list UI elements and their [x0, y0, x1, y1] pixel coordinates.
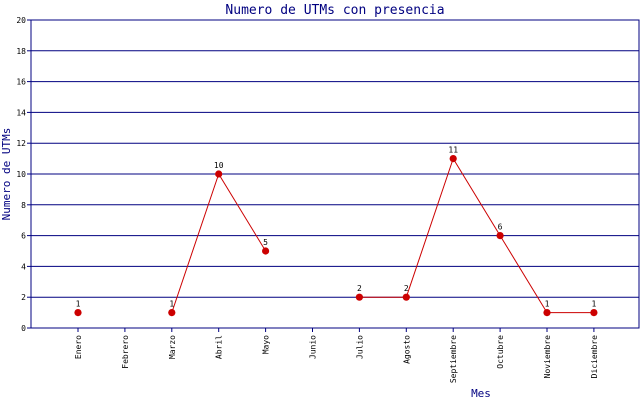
- x-axis-label: Mes: [471, 387, 491, 400]
- y-tick-label: 12: [16, 139, 26, 148]
- data-point: [355, 293, 363, 301]
- data-label: 5: [263, 238, 268, 247]
- x-tick-label: Septiembre: [449, 335, 458, 383]
- x-tick-label: Mayo: [262, 335, 271, 354]
- data-label: 1: [76, 300, 81, 309]
- data-label: 10: [214, 161, 224, 170]
- x-tick-label: Febrero: [121, 335, 130, 369]
- series-segment: [452, 158, 501, 236]
- y-tick-label: 14: [16, 108, 26, 117]
- y-tick-label: 6: [21, 232, 26, 241]
- data-label: 2: [357, 284, 362, 293]
- data-point: [168, 309, 176, 317]
- y-tick-label: 20: [16, 16, 26, 25]
- y-tick-label: 0: [21, 324, 26, 333]
- data-point: [74, 309, 82, 317]
- x-tick-label: Abril: [215, 335, 224, 359]
- series-segment: [499, 235, 548, 313]
- data-point: [496, 232, 504, 240]
- series-segment: [218, 173, 267, 252]
- series-segment: [171, 173, 220, 313]
- y-tick-label: 16: [16, 78, 26, 87]
- y-tick-label: 18: [16, 47, 26, 56]
- data-point: [590, 309, 598, 317]
- x-tick-label: Diciembre: [590, 335, 599, 379]
- y-tick-label: 4: [21, 262, 26, 271]
- series-lines: [171, 158, 594, 314]
- data-point: [402, 293, 410, 301]
- y-tick-label: 2: [21, 293, 26, 302]
- data-point: [215, 170, 223, 178]
- x-tick-label: Julio: [355, 335, 364, 359]
- y-tick-label: 8: [21, 201, 26, 210]
- data-label: 6: [498, 223, 503, 232]
- y-axis-ticks: 0 2 4 6 8 10 12 14 16 18 20: [16, 16, 31, 333]
- data-point: [449, 155, 457, 163]
- series-points: [74, 155, 598, 317]
- chart-title: Numero de UTMs con presencia: [225, 3, 444, 18]
- series-segment: [405, 158, 454, 298]
- data-label: 11: [448, 146, 458, 155]
- gridlines: [31, 50, 639, 298]
- x-tick-label: Noviembre: [543, 335, 552, 379]
- data-point: [543, 309, 551, 317]
- data-label: 1: [545, 300, 550, 309]
- x-tick-label: Enero: [74, 335, 83, 359]
- x-axis-ticks: Enero Febrero Marzo Abril Mayo Junio Julio Agos…: [74, 328, 599, 383]
- data-label: 1: [591, 300, 596, 309]
- x-tick-label: Marzo: [168, 335, 177, 359]
- data-point: [262, 247, 270, 255]
- x-tick-label: Octubre: [496, 335, 505, 369]
- x-tick-label: Agosto: [402, 335, 411, 364]
- y-tick-label: 10: [16, 170, 26, 179]
- data-label: 1: [169, 300, 174, 309]
- x-tick-label: Junio: [309, 335, 318, 359]
- data-label: 2: [404, 284, 409, 293]
- y-axis-label: Numero de UTMs: [0, 128, 13, 221]
